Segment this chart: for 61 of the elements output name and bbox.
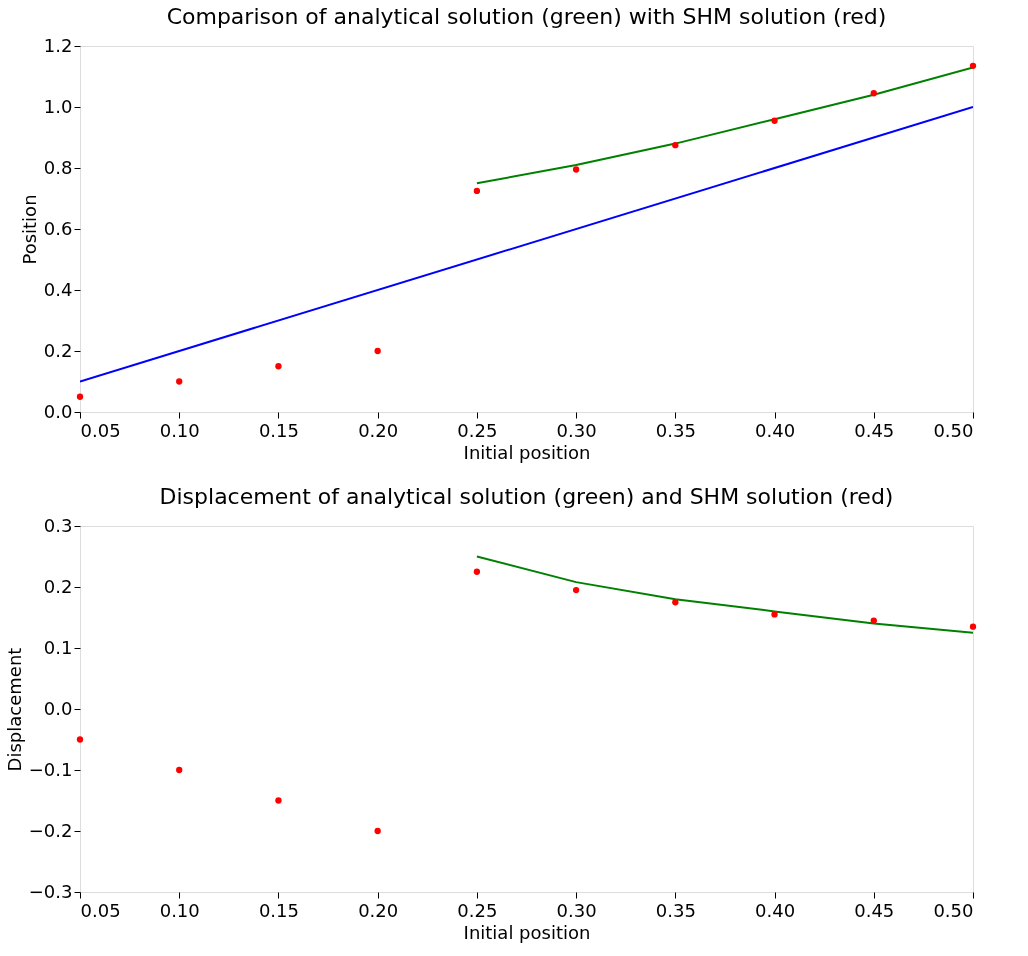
y-axis-title: Position	[18, 194, 40, 265]
x-tick-label: 0.10	[159, 899, 200, 921]
x-axis-title: Initial position	[463, 921, 591, 943]
point	[969, 623, 977, 630]
x-axis-title: Initial position	[463, 441, 591, 463]
y-tick-label: 0.0	[43, 697, 73, 719]
y-tick-label: 0.8	[43, 156, 73, 178]
x-tick-label: 0.05	[80, 419, 121, 441]
x-tick-label: 0.30	[556, 419, 597, 441]
y-tick-label: 0.0	[43, 400, 73, 422]
point	[771, 117, 778, 124]
point	[969, 62, 977, 69]
point	[473, 568, 481, 575]
y-tick-label: 0.4	[43, 278, 73, 300]
x-tick-label: 0.35	[655, 419, 696, 441]
x-tick-label: 0.50	[933, 899, 974, 921]
x-tick-label: 0.15	[258, 899, 299, 921]
point	[76, 393, 84, 400]
x-tick-label: 0.15	[258, 419, 299, 441]
y-tick-label: −0.1	[28, 758, 73, 780]
x-tick-label: 0.25	[457, 419, 498, 441]
x-tick-label: 0.35	[655, 899, 696, 921]
x-tick-label: 0.30	[556, 899, 597, 921]
x-tick-label: 0.40	[755, 899, 796, 921]
y-tick-label: 0.6	[43, 217, 73, 239]
x-tick-label: 0.40	[755, 419, 796, 441]
x-tick-label: 0.45	[854, 419, 895, 441]
y-tick-label: 0.2	[43, 575, 73, 597]
point	[275, 363, 282, 370]
x-tick-label: 0.45	[854, 899, 895, 921]
point	[672, 141, 679, 149]
y-tick-label: 0.2	[43, 339, 73, 361]
point	[572, 586, 580, 594]
point	[672, 599, 679, 606]
y-tick-label: 1.2	[43, 34, 73, 56]
point	[275, 797, 282, 804]
point	[76, 736, 84, 743]
x-tick-label: 0.50	[933, 419, 974, 441]
point	[473, 187, 481, 195]
chart-title: Comparison of analytical solution (green) with SHM solution (red)	[166, 4, 887, 29]
y-tick-label: −0.2	[28, 819, 73, 841]
point	[176, 766, 183, 774]
point	[176, 378, 183, 385]
x-tick-label: 0.05	[80, 899, 121, 921]
y-axis-title: Displacement	[3, 647, 25, 772]
point	[870, 90, 877, 97]
x-tick-label: 0.10	[159, 419, 200, 441]
y-tick-label: −0.3	[28, 880, 73, 902]
x-tick-label: 0.25	[457, 899, 498, 921]
y-tick-label: 0.1	[43, 636, 73, 658]
point	[374, 827, 381, 835]
chart-title: Displacement of analytical solution (green) and SHM solution (red)	[159, 484, 894, 509]
y-tick-label: 0.3	[43, 514, 73, 536]
line-series	[475, 555, 973, 634]
point	[572, 166, 580, 173]
point	[870, 617, 877, 624]
y-tick-label: 1.0	[43, 95, 73, 117]
x-tick-label: 0.20	[358, 899, 399, 921]
point	[771, 611, 778, 618]
point	[374, 347, 381, 355]
x-tick-label: 0.20	[358, 419, 399, 441]
